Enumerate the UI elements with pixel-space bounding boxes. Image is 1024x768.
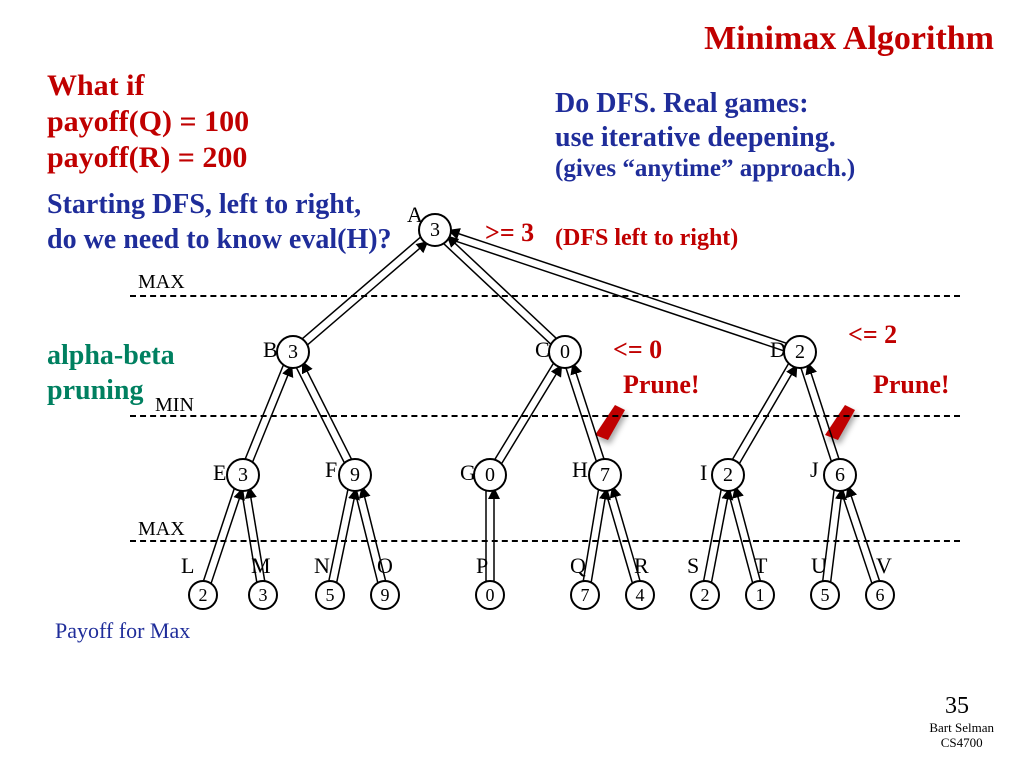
slide-title: Minimax Algorithm xyxy=(704,20,994,58)
dodfs-line3: (gives “anytime” approach.) xyxy=(555,154,855,184)
footer-author: Bart Selman xyxy=(929,721,994,735)
tree-node-N: 5 xyxy=(315,580,345,610)
dodfs-line1: Do DFS. Real games: xyxy=(555,87,855,121)
tree-label-B: B xyxy=(263,337,278,363)
tree-node-L: 2 xyxy=(188,580,218,610)
whatif-line2: payoff(Q) = 100 xyxy=(47,104,249,140)
tree-label-D: D xyxy=(770,337,786,363)
tree-label-E: E xyxy=(213,460,226,486)
tree-node-J: 6 xyxy=(823,458,857,492)
footer-credit: Bart Selman CS4700 xyxy=(929,721,994,750)
tree-node-U: 5 xyxy=(810,580,840,610)
tree-label-L: L xyxy=(181,553,194,579)
tree-label-P: P xyxy=(476,553,488,579)
tree-label-H: H xyxy=(572,457,588,483)
tree-node-T: 1 xyxy=(745,580,775,610)
payoff-label: Payoff for Max xyxy=(55,618,190,644)
bound-A: >= 3 xyxy=(485,218,534,248)
tree-node-C: 0 xyxy=(548,335,582,369)
tree-node-R: 4 xyxy=(625,580,655,610)
tree-node-G: 0 xyxy=(473,458,507,492)
whatif-line1: What if xyxy=(47,68,249,104)
whatif-line3: payoff(R) = 200 xyxy=(47,140,249,176)
prune-marker-C xyxy=(590,400,630,440)
tree-label-O: O xyxy=(377,553,393,579)
tree-node-V: 6 xyxy=(865,580,895,610)
tree-label-M: M xyxy=(251,553,271,579)
whatif-text: What if payoff(Q) = 100 payoff(R) = 200 xyxy=(47,68,249,176)
startdfs-text: Starting DFS, left to right, do we need … xyxy=(47,187,392,257)
tree-node-A: 3 xyxy=(418,213,452,247)
footer-course: CS4700 xyxy=(929,736,994,750)
level-max2: MAX xyxy=(138,518,185,541)
startdfs-line1: Starting DFS, left to right, xyxy=(47,187,392,222)
tree-label-F: F xyxy=(325,457,337,483)
tree-label-V: V xyxy=(876,553,892,579)
bound-D: <= 2 xyxy=(848,320,897,350)
tree-node-D: 2 xyxy=(783,335,817,369)
tree-node-E: 3 xyxy=(226,458,260,492)
tree-label-I: I xyxy=(700,460,707,486)
prune-D: Prune! xyxy=(873,370,950,400)
level-divider xyxy=(130,295,960,297)
tree-node-S: 2 xyxy=(690,580,720,610)
dodfs-line2: use iterative deepening. xyxy=(555,121,855,155)
tree-node-P: 0 xyxy=(475,580,505,610)
tree-label-A: A xyxy=(407,202,423,228)
page-number: 35 xyxy=(945,693,969,720)
tree-node-M: 3 xyxy=(248,580,278,610)
tree-label-U: U xyxy=(811,553,827,579)
level-divider xyxy=(130,415,960,417)
tree-node-F: 9 xyxy=(338,458,372,492)
tree-label-S: S xyxy=(687,553,699,579)
tree-label-J: J xyxy=(810,457,819,483)
tree-label-R: R xyxy=(634,553,649,579)
dodfs-text: Do DFS. Real games: use iterative deepen… xyxy=(555,87,855,184)
tree-label-Q: Q xyxy=(570,553,586,579)
level-max1: MAX xyxy=(138,271,185,294)
tree-label-C: C xyxy=(535,337,550,363)
tree-label-N: N xyxy=(314,553,330,579)
dfs-lr-note: (DFS left to right) xyxy=(555,225,738,252)
tree-label-G: G xyxy=(460,460,476,486)
tree-node-H: 7 xyxy=(588,458,622,492)
tree-label-T: T xyxy=(754,553,767,579)
tree-node-I: 2 xyxy=(711,458,745,492)
prune-marker-D xyxy=(820,400,860,440)
startdfs-line2: do we need to know eval(H)? xyxy=(47,222,392,257)
tree-node-B: 3 xyxy=(276,335,310,369)
alphabeta-line1: alpha-beta xyxy=(47,338,175,373)
level-min: MIN xyxy=(155,394,194,417)
tree-node-O: 9 xyxy=(370,580,400,610)
tree-node-Q: 7 xyxy=(570,580,600,610)
bound-C: <= 0 xyxy=(613,335,662,365)
level-divider xyxy=(130,540,960,542)
prune-C: Prune! xyxy=(623,370,700,400)
